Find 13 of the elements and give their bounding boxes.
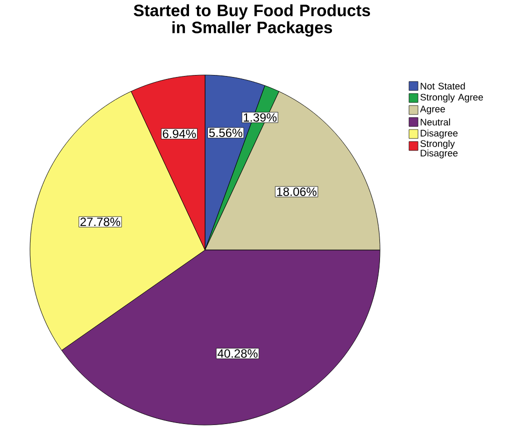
chart-title: Started to Buy Food Products in Smaller Packages	[134, 4, 370, 37]
data-label: 1.39%	[244, 113, 277, 122]
legend-label: Disagree	[420, 130, 458, 138]
data-label: 27.78%	[80, 218, 120, 226]
legend-label: Strongly Agree	[420, 94, 483, 102]
legend-label: Strongly Disagree	[420, 140, 458, 158]
data-label: 18.06%	[277, 187, 316, 196]
data-label: 6.94%	[162, 130, 196, 138]
legend-label: Not Stated	[420, 82, 465, 90]
legend-label: Neutral	[420, 118, 450, 126]
legend-label: Agree	[420, 106, 445, 114]
data-label: 40.28%	[218, 349, 258, 358]
data-label: 5.56%	[209, 128, 242, 138]
